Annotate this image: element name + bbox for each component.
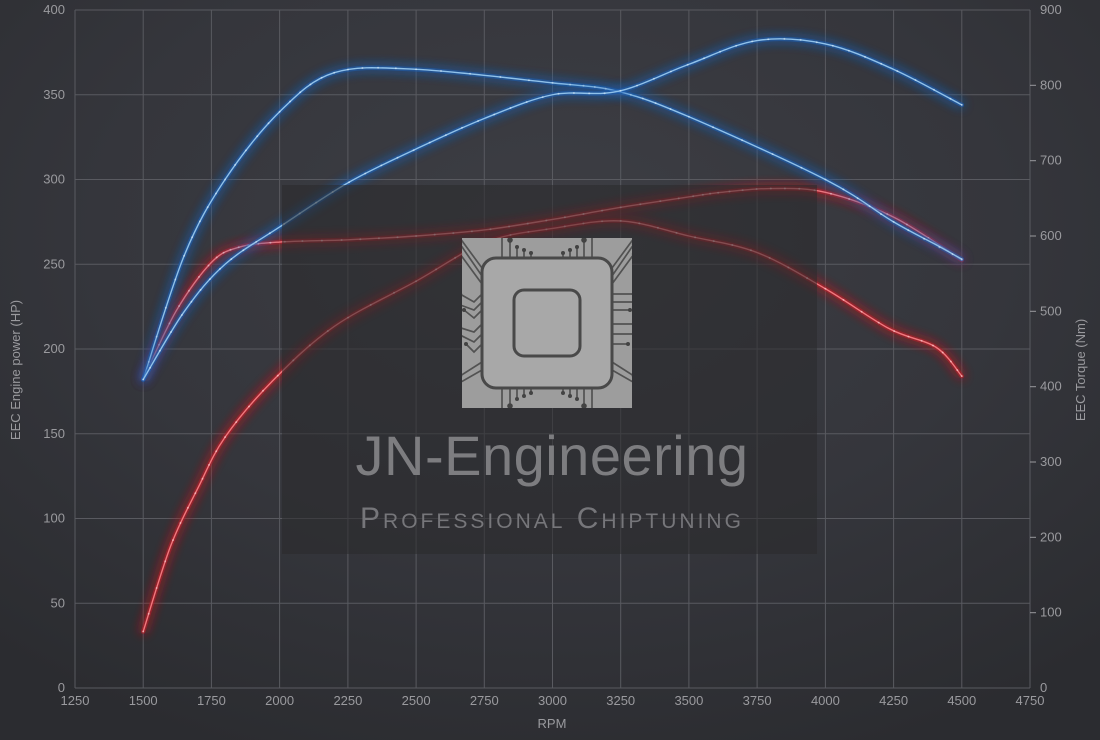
svg-text:50: 50 [51,595,65,610]
svg-text:4500: 4500 [947,693,976,708]
svg-text:2250: 2250 [333,693,362,708]
svg-text:400: 400 [1040,379,1062,394]
svg-text:150: 150 [43,426,65,441]
svg-text:1250: 1250 [61,693,90,708]
svg-text:900: 900 [1040,2,1062,17]
svg-text:100: 100 [1040,605,1062,620]
svg-text:700: 700 [1040,153,1062,168]
svg-text:1750: 1750 [197,693,226,708]
svg-text:350: 350 [43,87,65,102]
svg-text:Professional Chiptuning: Professional Chiptuning [360,502,744,535]
svg-text:200: 200 [1040,529,1062,544]
svg-text:EEC Engine power (HP): EEC Engine power (HP) [8,300,23,440]
svg-text:600: 600 [1040,228,1062,243]
svg-text:500: 500 [1040,303,1062,318]
svg-text:250: 250 [43,256,65,271]
svg-text:3750: 3750 [743,693,772,708]
svg-text:300: 300 [1040,454,1062,469]
svg-text:800: 800 [1040,77,1062,92]
svg-text:RPM: RPM [538,716,567,731]
svg-text:4000: 4000 [811,693,840,708]
svg-text:JN-Engineering: JN-Engineering [356,424,749,487]
svg-text:2000: 2000 [265,693,294,708]
svg-text:3250: 3250 [606,693,635,708]
svg-text:3000: 3000 [538,693,567,708]
svg-text:2500: 2500 [402,693,431,708]
svg-text:3500: 3500 [674,693,703,708]
svg-text:EEC Torque (Nm): EEC Torque (Nm) [1073,319,1088,421]
svg-text:4250: 4250 [879,693,908,708]
svg-text:2750: 2750 [470,693,499,708]
svg-text:100: 100 [43,511,65,526]
svg-text:200: 200 [43,341,65,356]
svg-text:400: 400 [43,2,65,17]
svg-text:4750: 4750 [1016,693,1045,708]
svg-text:1500: 1500 [129,693,158,708]
svg-text:300: 300 [43,172,65,187]
